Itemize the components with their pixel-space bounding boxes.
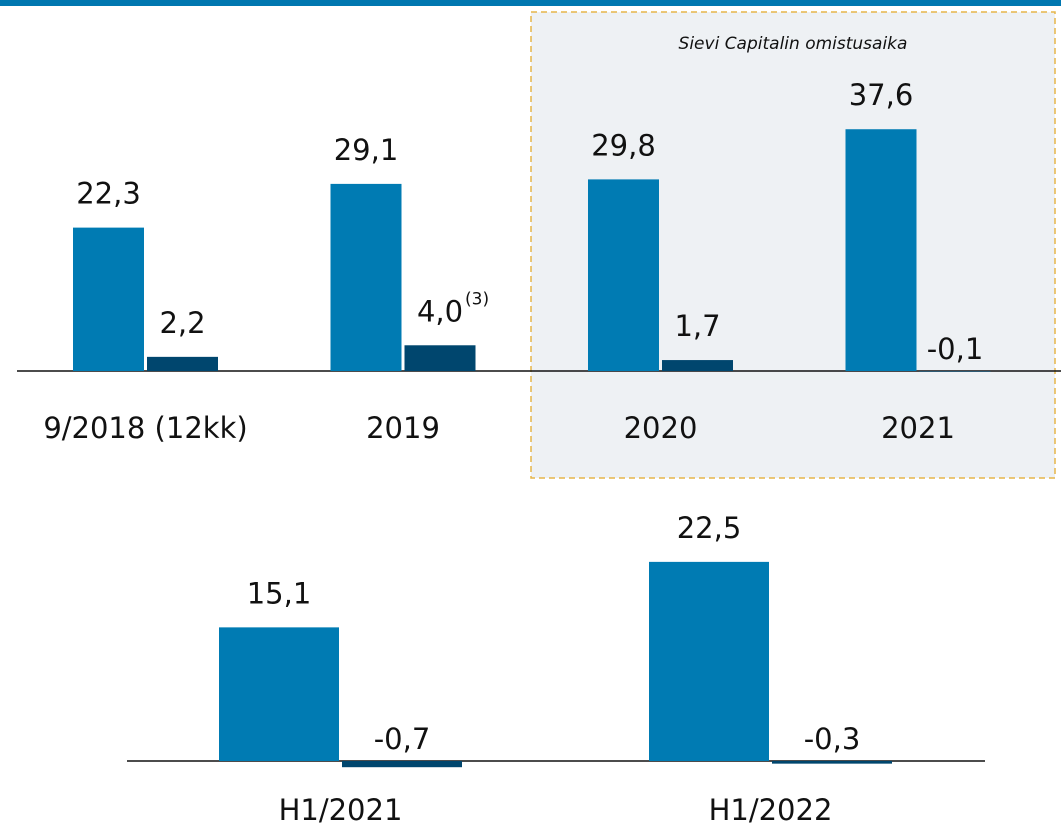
x-tick-label: H1/2022 [709, 793, 833, 827]
x-tick-label: 2021 [881, 411, 955, 445]
footnote-mark: (3) [465, 289, 489, 309]
x-tick-label: H1/2021 [279, 793, 403, 827]
value-label: -0,3 [804, 722, 861, 756]
x-tick-label: 9/2018 (12kk) [43, 411, 247, 445]
bar [845, 129, 917, 371]
bar [73, 227, 144, 371]
bar [662, 360, 733, 371]
bar [649, 561, 769, 761]
value-label: 4,0 [417, 294, 463, 328]
bar [342, 761, 462, 768]
value-label: 29,1 [334, 133, 399, 167]
x-tick-label: 2020 [624, 411, 698, 445]
bar [330, 183, 402, 371]
value-label: 2,2 [159, 306, 205, 340]
value-label: 15,1 [247, 576, 312, 610]
bar [772, 761, 892, 764]
bar [919, 371, 991, 372]
value-label: -0,7 [374, 722, 431, 756]
annotation: Sievi Capitalin omistusaika [679, 34, 908, 54]
bar [588, 179, 659, 371]
value-label: 1,7 [674, 309, 720, 343]
bar [147, 356, 218, 371]
value-label: 29,8 [591, 128, 656, 162]
value-label: 37,6 [849, 78, 914, 112]
value-label: -0,1 [927, 332, 984, 366]
value-label: 22,5 [677, 511, 742, 545]
top-band [0, 0, 1061, 6]
value-label: 22,3 [76, 177, 141, 211]
bar [404, 345, 476, 371]
x-tick-label: 2019 [366, 411, 440, 445]
bar [219, 627, 339, 761]
